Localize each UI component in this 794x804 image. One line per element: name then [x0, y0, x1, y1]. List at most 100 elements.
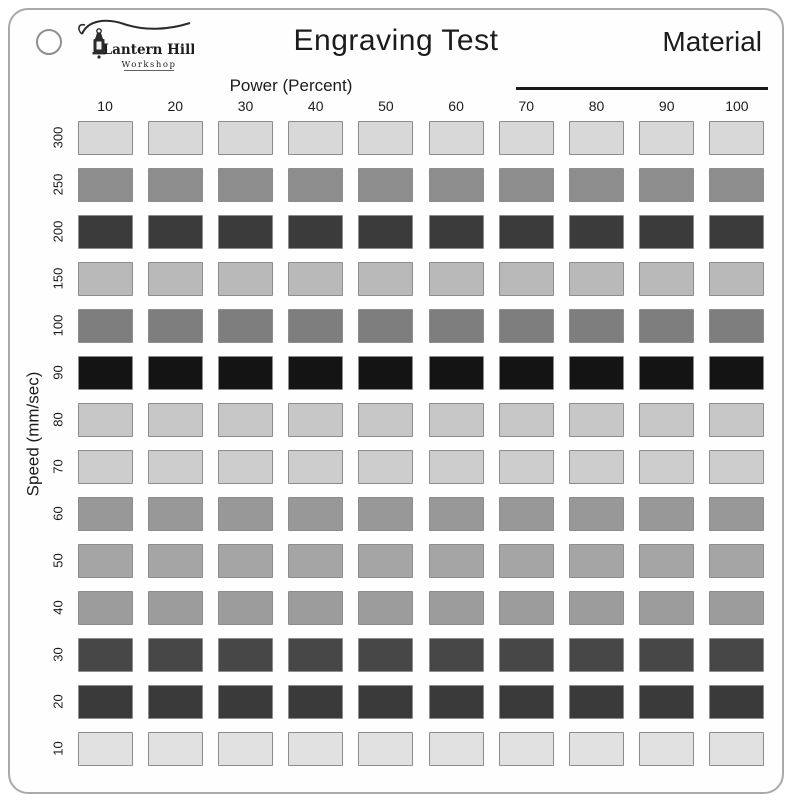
row-cells [70, 396, 772, 443]
engraving-swatch [358, 684, 414, 719]
engraving-swatch [568, 590, 624, 625]
engraving-swatch [568, 684, 624, 719]
grid-row: 10 [46, 725, 772, 772]
y-tick-text: 20 [50, 694, 66, 709]
engraving-swatch [147, 355, 203, 390]
grid-row: 90 [46, 349, 772, 396]
engraving-test-card: Lantern Hill Workshop Engraving Test Mat… [8, 8, 784, 794]
engraving-swatch [217, 402, 273, 437]
engraving-swatch [639, 167, 695, 202]
engraving-swatch [147, 684, 203, 719]
engraving-swatch [147, 167, 203, 202]
engraving-swatch [358, 449, 414, 484]
engraving-swatch [498, 449, 554, 484]
engraving-swatch [498, 637, 554, 672]
engraving-swatch [639, 731, 695, 766]
engraving-swatch [77, 261, 133, 296]
logo-subname-text: Workshop [122, 60, 177, 70]
engraving-swatch [77, 120, 133, 155]
engraving-swatch [639, 214, 695, 249]
engraving-swatch [568, 543, 624, 578]
x-tick-label: 30 [237, 98, 254, 114]
engraving-swatch [428, 496, 484, 531]
y-tick-text: 40 [50, 600, 66, 615]
engraving-swatch [147, 496, 203, 531]
x-tick-label: 80 [588, 98, 605, 114]
y-tick-label: 40 [46, 584, 70, 631]
engraving-swatch [568, 402, 624, 437]
engraving-swatch [217, 637, 273, 672]
engraving-swatch [498, 261, 554, 296]
engraving-swatch [709, 355, 765, 390]
engraving-swatch [428, 637, 484, 672]
y-axis-label-wrap: Speed (mm/sec) [20, 96, 46, 772]
engraving-swatch [428, 402, 484, 437]
engraving-swatch [288, 543, 344, 578]
engraving-swatch [639, 355, 695, 390]
y-tick-label: 20 [46, 678, 70, 725]
engraving-swatch [288, 120, 344, 155]
engraving-swatch [568, 355, 624, 390]
engraving-swatch [217, 308, 273, 343]
y-tick-text: 10 [50, 741, 66, 756]
page-title: Engraving Test [293, 24, 499, 57]
engraving-swatch [709, 449, 765, 484]
engraving-swatch [77, 543, 133, 578]
engraving-swatch [428, 543, 484, 578]
engraving-swatch [358, 308, 414, 343]
grid-row: 150 [46, 255, 772, 302]
row-cells [70, 349, 772, 396]
card-header: Lantern Hill Workshop Engraving Test Mat… [20, 16, 772, 74]
row-cells [70, 255, 772, 302]
material-label: Material [662, 26, 762, 57]
engraving-swatch [498, 496, 554, 531]
engraving-swatch [568, 637, 624, 672]
row-cells [70, 537, 772, 584]
grid-row: 50 [46, 537, 772, 584]
engraving-swatch [217, 543, 273, 578]
x-tick-label: 50 [378, 98, 394, 114]
engraving-swatch [147, 402, 203, 437]
engraving-swatch [358, 637, 414, 672]
x-tick-label: 70 [518, 98, 535, 114]
engraving-swatch [498, 167, 554, 202]
engraving-swatch [288, 355, 344, 390]
grid-row: 20 [46, 678, 772, 725]
grid-row: 250 [46, 161, 772, 208]
plot-area: Speed (mm/sec) 10 20 30 40 50 60 70 80 90 100 300… [20, 96, 772, 772]
engraving-swatch [147, 308, 203, 343]
engraving-swatch [288, 167, 344, 202]
engraving-swatch [77, 402, 133, 437]
engraving-swatch [428, 167, 484, 202]
engraving-swatch [428, 261, 484, 296]
engraving-swatch [498, 214, 554, 249]
engraving-swatch [568, 308, 624, 343]
engraving-swatch [358, 355, 414, 390]
x-tick-label: 60 [448, 98, 464, 114]
engraving-swatch [77, 637, 133, 672]
engraving-swatch [358, 261, 414, 296]
engraving-swatch [498, 684, 554, 719]
engraving-swatch [639, 402, 695, 437]
engraving-swatch [288, 590, 344, 625]
engraving-swatch [639, 449, 695, 484]
engraving-swatch [288, 731, 344, 766]
logo-name-text: Lantern Hill [103, 42, 194, 58]
y-tick-label: 150 [46, 255, 70, 302]
engraving-swatch [77, 496, 133, 531]
y-axis-label: Speed (mm/sec) [23, 371, 43, 497]
row-cells [70, 114, 772, 161]
y-tick-text: 90 [50, 365, 66, 380]
row-cells [70, 443, 772, 490]
hanging-hole [36, 29, 62, 55]
engraving-swatch [77, 214, 133, 249]
engraving-swatch [709, 731, 765, 766]
row-cells [70, 490, 772, 537]
x-tick-label: 20 [167, 98, 184, 114]
engraving-swatch [358, 731, 414, 766]
engraving-swatch [217, 590, 273, 625]
engraving-swatch [288, 684, 344, 719]
engraving-swatch [77, 449, 133, 484]
row-cells [70, 161, 772, 208]
engraving-swatch [288, 261, 344, 296]
